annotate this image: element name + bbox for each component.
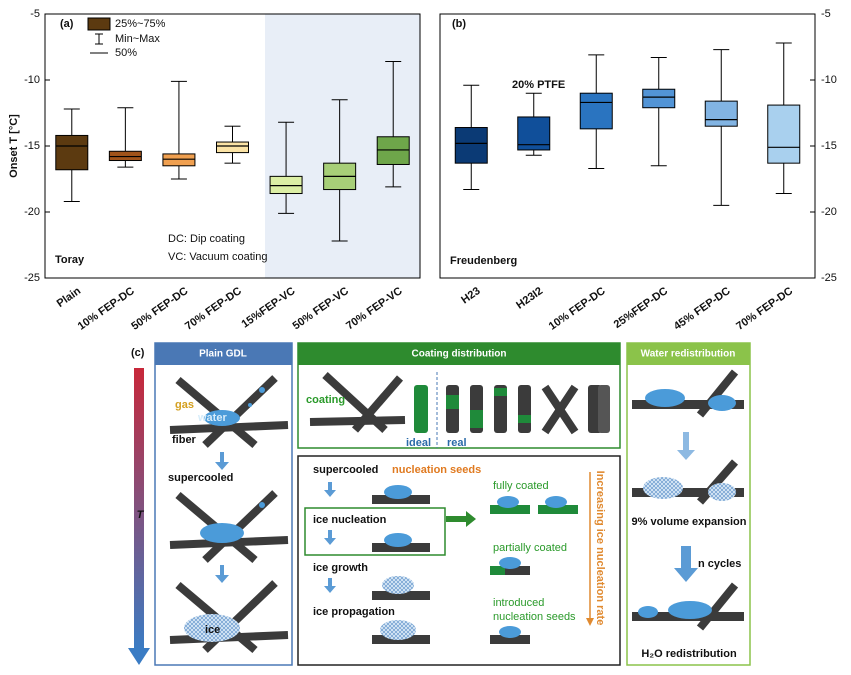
y-tick-label: -20	[821, 206, 837, 218]
label-fiber: fiber	[172, 434, 197, 446]
y-axis-label: Onset T [°C]	[8, 114, 20, 178]
label-real: real	[447, 437, 467, 449]
step: ice propagation	[313, 606, 395, 618]
box	[767, 104, 801, 164]
x-tick-label: 25%FEP-DC	[612, 285, 671, 331]
x-tick-label: 50% FEP-VC	[291, 285, 352, 332]
legend-text: 50%	[115, 47, 137, 59]
coated-fibers	[309, 372, 610, 448]
plain-header	[155, 343, 292, 365]
rate-label: Increasing ice nucleation rate	[594, 471, 606, 626]
legend-whisker	[95, 33, 103, 45]
annotation: 20% PTFE	[512, 79, 565, 91]
label-gas: gas	[175, 399, 194, 411]
x-tick-label: Plain	[55, 285, 84, 310]
label-ice: ice	[205, 624, 220, 636]
x-tick-label: 15%FEP-VC	[239, 285, 297, 331]
y-tick-label: -5	[30, 8, 40, 20]
note: DC: Dip coating	[168, 233, 245, 245]
scene	[169, 580, 289, 654]
y-tick-label: -20	[24, 206, 40, 218]
box	[55, 134, 89, 171]
legend-box	[87, 17, 111, 31]
step: supercooled	[313, 464, 378, 476]
y-tick-label: -10	[24, 74, 40, 86]
x-tick-label: 10% FEP-DC	[547, 285, 608, 333]
temperature-arrow	[134, 368, 144, 650]
box	[162, 153, 196, 167]
note: VC: Vacuum coating	[168, 251, 267, 263]
case: partially coated	[493, 542, 567, 554]
box	[454, 127, 488, 164]
case: nucleation seeds	[493, 611, 576, 623]
box	[108, 150, 142, 162]
label: n cycles	[698, 558, 741, 570]
axis-label: T	[137, 509, 145, 521]
label-supercooled: supercooled	[168, 472, 233, 484]
case: fully coated	[493, 480, 549, 492]
x-tick-label: 70% FEP-DC	[183, 285, 244, 333]
label-coating: coating	[306, 394, 345, 406]
panel-label: (a)	[60, 18, 74, 30]
x-tick-label: 45% FEP-DC	[672, 285, 733, 333]
process-panel	[297, 455, 621, 666]
panel-name: Freudenberg	[450, 255, 517, 267]
arrow	[215, 452, 229, 470]
y-tick-label: -15	[821, 140, 837, 152]
label-seeds: nucleation seeds	[392, 464, 481, 476]
x-tick-label: 50% FEP-DC	[129, 285, 190, 333]
box	[216, 141, 249, 154]
legend-text: 25%~75%	[115, 18, 166, 30]
x-tick-label: 10% FEP-DC	[76, 285, 137, 333]
box	[704, 100, 738, 127]
x-tick-label: 70% FEP-DC	[734, 285, 795, 333]
x-tick-label: 70% FEP-VC	[344, 285, 405, 332]
y-tick-label: -25	[821, 272, 837, 284]
x-tick-label: H23I2	[514, 285, 545, 312]
water-header	[627, 343, 750, 365]
label: H₂O redistribution	[641, 648, 737, 660]
y-tick-label: -10	[821, 74, 837, 86]
y-tick-label: -15	[24, 140, 40, 152]
scene	[169, 375, 289, 449]
label: 9% volume expansion	[632, 516, 747, 528]
frame-b	[439, 13, 816, 279]
legend-text: Min~Max	[115, 33, 160, 45]
header-text: Water redistribution	[641, 349, 736, 360]
box	[579, 92, 613, 130]
box	[642, 88, 676, 109]
box	[376, 136, 410, 165]
panel-name: Toray	[55, 254, 85, 266]
arrow	[215, 565, 229, 583]
water-scenes	[632, 369, 744, 631]
arrow-head	[128, 648, 150, 665]
header-text: Plain GDL	[199, 349, 247, 360]
y-tick-label: -25	[24, 272, 40, 284]
step: ice nucleation	[313, 514, 387, 526]
header-text: Coating distribution	[412, 349, 507, 360]
label-water: water	[197, 412, 227, 424]
scene	[169, 490, 289, 564]
x-tick-label: H23	[459, 285, 482, 306]
panel-label: (b)	[452, 18, 466, 30]
y-tick-label: -5	[821, 8, 831, 20]
step: ice growth	[313, 562, 368, 574]
label-ideal: ideal	[406, 437, 431, 449]
fiber-icons	[304, 472, 594, 644]
box	[269, 175, 303, 195]
coating-header	[298, 343, 620, 365]
case: introduced	[493, 597, 544, 609]
panel-label: (c)	[131, 347, 145, 359]
